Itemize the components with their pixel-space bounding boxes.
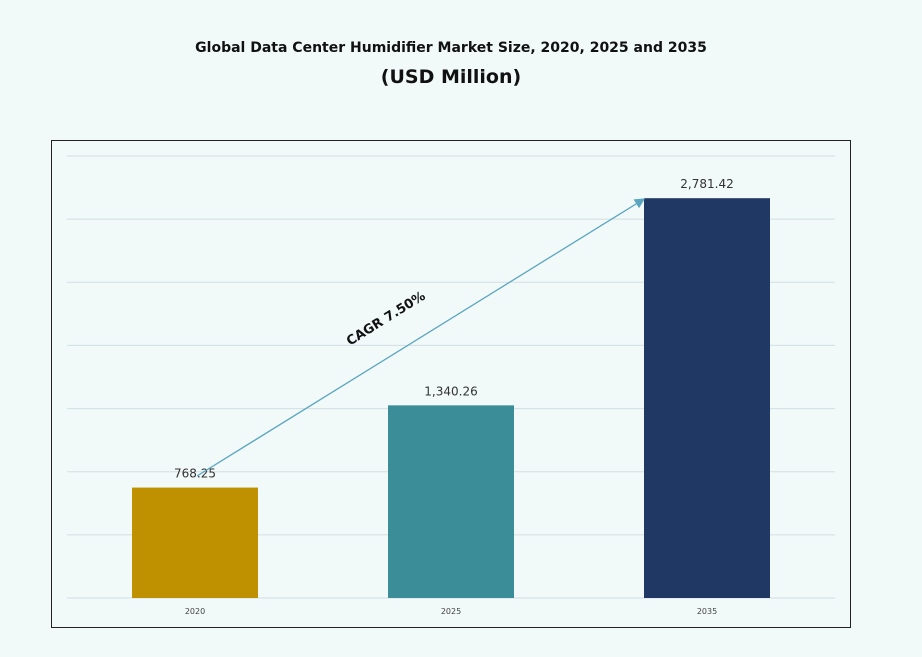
bar-2025 (388, 405, 514, 598)
cagr-arrow (196, 198, 646, 477)
plot-frame (51, 140, 851, 628)
data-label: 1,340.26 (424, 384, 477, 398)
x-tick-label: 2020 (185, 607, 205, 616)
bar-2035 (644, 198, 770, 598)
x-tick-label: 2035 (697, 607, 717, 616)
bar-2020 (132, 487, 258, 598)
x-tick-label: 2025 (441, 607, 461, 616)
chart-subtitle: (USD Million) (380, 66, 522, 88)
data-label: 2,781.42 (680, 177, 733, 191)
chart-title: Global Data Center Humidifier Market Siz… (195, 40, 707, 56)
